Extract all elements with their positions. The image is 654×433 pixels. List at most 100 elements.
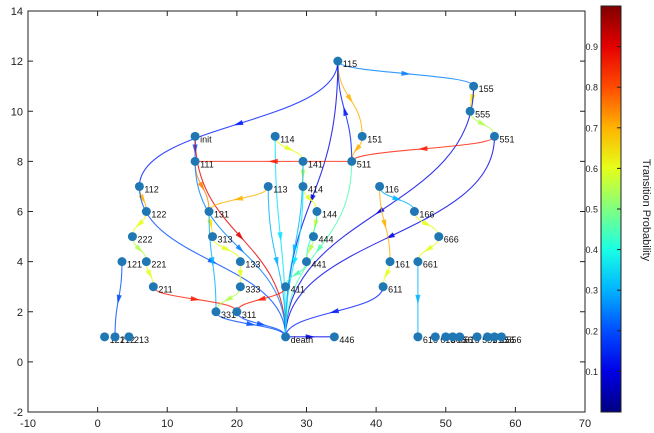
state-node-label: 113: [273, 184, 287, 194]
state-node-label: 156: [499, 335, 514, 345]
transition-arrowhead: [424, 244, 434, 252]
state-node-611: [378, 282, 388, 292]
y-tick-label: 14: [11, 6, 23, 18]
x-tick-label: 50: [440, 418, 452, 430]
transition-arrowhead: [246, 320, 256, 327]
state-node-label: 122: [151, 210, 166, 220]
state-nodes: 115 155 555 551 init 114 151 111 141 511 112 113 414…: [100, 56, 521, 345]
state-node-616: [413, 332, 423, 342]
transition-arrowhead: [235, 244, 244, 253]
state-node-151: [357, 131, 367, 141]
state-node-label: 222: [137, 235, 152, 245]
colorbar-tick-label: 0.1: [585, 367, 598, 377]
transition-arrowhead: [135, 219, 145, 228]
y-tick-label: 8: [17, 156, 23, 168]
state-node-122: [141, 207, 151, 216]
state-node-613: [430, 332, 440, 342]
state-node-166: [409, 207, 419, 216]
transition-arrowhead: [256, 295, 267, 301]
state-node-555: [465, 106, 475, 116]
state-node-label: 131: [214, 210, 229, 220]
state-node-label: 141: [308, 159, 323, 169]
colorbar-tick-label: 0.8: [585, 83, 598, 93]
state-node-155: [469, 81, 479, 91]
state-node-label: 112: [144, 184, 158, 194]
transition-arrowhead: [292, 244, 298, 254]
transition-arrowhead: [233, 195, 244, 201]
state-node-label: 211: [158, 285, 172, 295]
state-node-label: 656: [458, 335, 473, 345]
state-node-label: 666: [444, 235, 459, 245]
state-node-label: 616: [423, 335, 438, 345]
state-node-label: 615: [465, 335, 480, 345]
state-node-113: [263, 181, 273, 191]
transition-arrowhead: [291, 269, 302, 277]
colorbar-tick-label: 0.6: [585, 164, 598, 174]
state-node-label: 151: [367, 134, 382, 144]
state-node-311: [232, 307, 242, 317]
transition-arrowhead: [477, 119, 487, 127]
transition-arrowhead: [268, 158, 278, 164]
y-axis-ticks: -2 0 2 4 6 8 10 12 14: [11, 6, 585, 419]
transition-arrowhead: [190, 296, 201, 302]
transition-arrowhead: [256, 320, 267, 326]
state-node-615: [455, 332, 465, 342]
state-node-label: 556: [506, 335, 521, 345]
state-node-666: [441, 332, 451, 342]
x-tick-label: 70: [579, 418, 591, 430]
state-node-label: 333: [245, 285, 260, 295]
state-node-114: [270, 131, 280, 141]
state-node-446: [329, 332, 339, 342]
x-tick-label: 10: [161, 418, 173, 430]
transition-arrowhead: [343, 106, 349, 117]
state-node-313: [208, 232, 218, 242]
x-axis-ticks: -10 0 10 20 30 40 50 60 70: [20, 11, 591, 430]
transition-arrowhead: [401, 70, 411, 76]
state-node-label: 441: [312, 260, 327, 270]
state-node-333: [235, 282, 245, 292]
state-node-213: [124, 332, 134, 342]
transition-arrowhead: [235, 231, 244, 241]
state-node-label: 221: [151, 260, 166, 270]
state-node-133: [235, 257, 245, 267]
plot-area: [27, 10, 586, 413]
y-tick-label: 10: [11, 106, 23, 118]
transition-arrowhead: [307, 244, 315, 254]
transition-arrowhead: [381, 219, 387, 229]
state-node-161: [385, 257, 395, 267]
state-node-label: 313: [218, 235, 233, 245]
y-tick-label: 2: [17, 307, 23, 319]
state-node-label: 444: [318, 235, 333, 245]
transition-arrowhead: [116, 294, 122, 305]
x-tick-label: 60: [509, 418, 521, 430]
y-tick-label: 12: [11, 56, 23, 68]
state-node-116: [375, 181, 385, 191]
state-node-556: [496, 332, 506, 342]
state-node-121: [117, 257, 127, 267]
plot-border: [27, 10, 586, 413]
state-node-144: [312, 207, 322, 216]
colorbar-tick-label: 0.5: [585, 205, 598, 215]
transition-arrowhead: [345, 93, 353, 103]
state-node-551: [472, 332, 482, 342]
state-node-label: 155: [479, 84, 494, 94]
transition-arrowhead: [305, 194, 314, 203]
state-node-141: [298, 156, 308, 166]
state-node-label: 331: [221, 310, 236, 320]
state-node-label: 311: [242, 310, 256, 320]
state-node-661: [413, 257, 423, 267]
state-node-656: [448, 332, 458, 342]
transition-arrowhead: [384, 269, 391, 279]
colorbar-label: Transition Probability: [640, 159, 652, 262]
state-node-156: [489, 332, 499, 342]
transition-arrowhead: [221, 244, 231, 252]
state-node-441: [302, 257, 311, 267]
state-node-331: [211, 307, 221, 317]
transition-arrowhead: [329, 308, 340, 314]
x-tick-label: 20: [231, 418, 243, 430]
colorbar-tick-label: 0.3: [585, 286, 598, 296]
state-node-516: [483, 332, 493, 342]
state-node-112: [134, 181, 144, 191]
state-node-212: [110, 332, 120, 342]
